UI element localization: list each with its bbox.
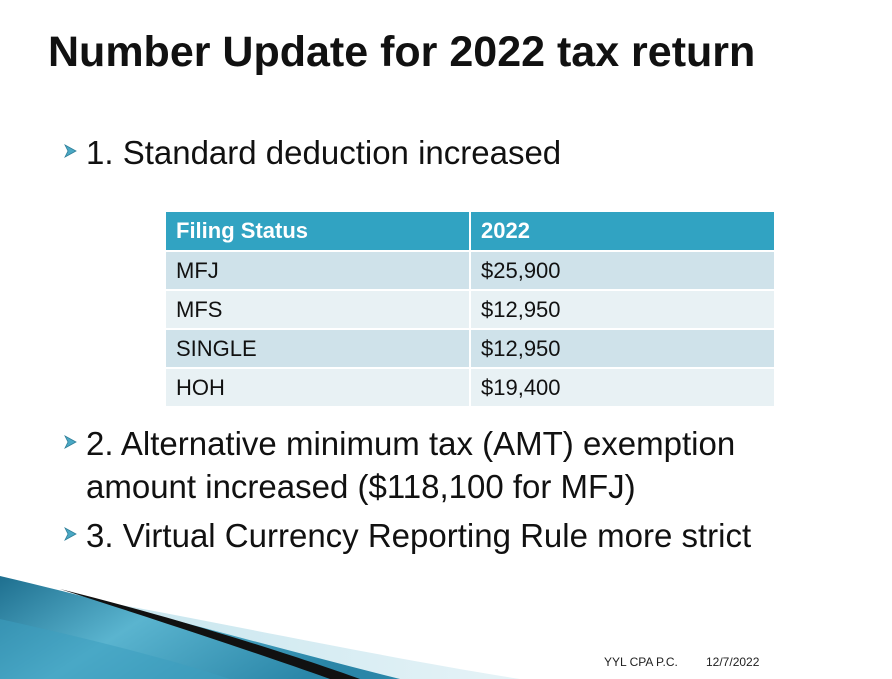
bullet-text: 2. Alternative minimum tax (AMT) exempti… xyxy=(86,425,736,505)
standard-deduction-table: Filing Status 2022 MFJ $25,900 MFS $12,9… xyxy=(166,212,774,406)
footer-organization: YYL CPA P.C. xyxy=(604,655,678,669)
bullet-text: 1. Standard deduction increased xyxy=(86,134,562,171)
arrow-bullet-icon xyxy=(64,514,86,541)
table-cell-amount: $19,400 xyxy=(470,367,774,406)
table-row: SINGLE $12,950 xyxy=(166,328,774,368)
table-header-year: 2022 xyxy=(470,212,774,251)
arrow-bullet-icon xyxy=(64,131,86,158)
table-header-filing-status: Filing Status xyxy=(166,212,471,251)
footer-date: 12/7/2022 xyxy=(706,655,760,669)
table-header-row: Filing Status 2022 xyxy=(166,212,774,251)
table-cell-amount: $25,900 xyxy=(470,250,774,290)
table-row: MFS $12,950 xyxy=(166,289,774,329)
bullet-item-amt-exemption: 2. Alternative minimum tax (AMT) exempti… xyxy=(64,422,824,508)
table-cell-status: SINGLE xyxy=(166,328,471,368)
table-cell-amount: $12,950 xyxy=(470,328,774,368)
slide-title: Number Update for 2022 tax return xyxy=(48,28,756,76)
bullet-text: 3. Virtual Currency Reporting Rule more … xyxy=(86,517,752,554)
table-cell-status: MFJ xyxy=(166,250,471,290)
bullet-item-standard-deduction: 1. Standard deduction increased xyxy=(64,131,561,174)
table-row: MFJ $25,900 xyxy=(166,250,774,290)
table-cell-status: MFS xyxy=(166,289,471,329)
arrow-bullet-icon xyxy=(64,422,86,449)
table-cell-amount: $12,950 xyxy=(470,289,774,329)
bullet-item-virtual-currency: 3. Virtual Currency Reporting Rule more … xyxy=(64,514,751,557)
table-row: HOH $19,400 xyxy=(166,367,774,406)
table-cell-status: HOH xyxy=(166,367,471,406)
decorative-wave-graphic xyxy=(0,576,520,679)
